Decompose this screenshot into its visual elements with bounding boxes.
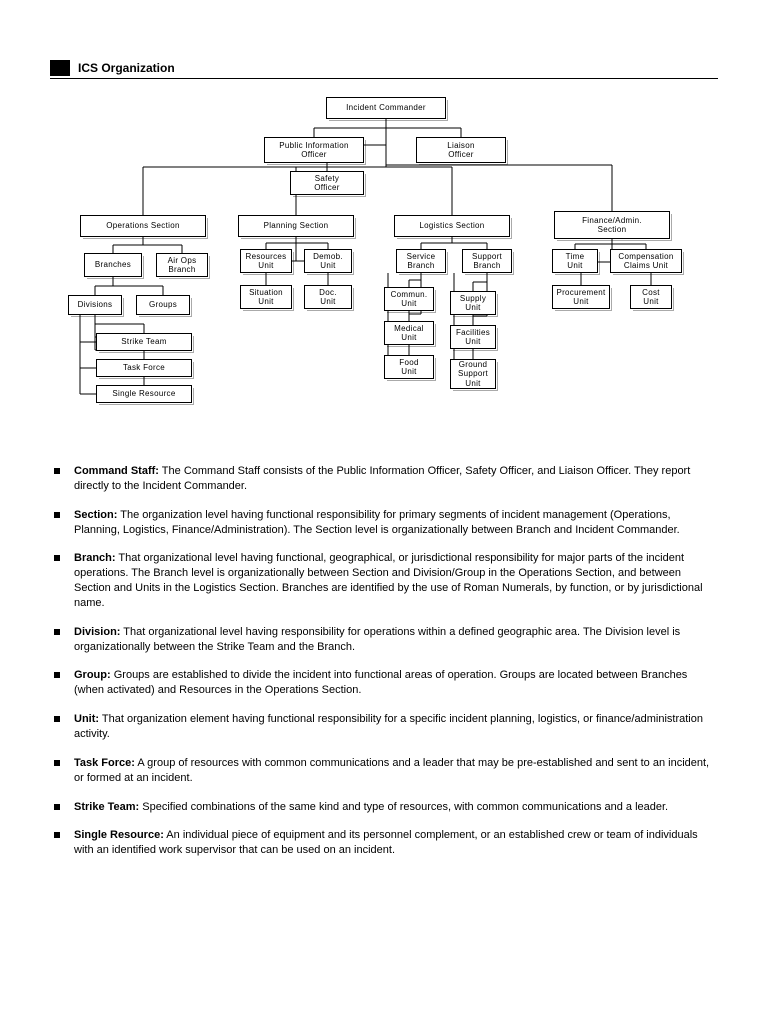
definition-body: Specified combinations of the same kind …: [139, 801, 668, 813]
bullet-icon: [54, 629, 60, 635]
node-svc: Service Branch: [396, 249, 446, 273]
node-proc: Procurement Unit: [552, 285, 610, 309]
definitions-list: Command Staff: The Command Staff consist…: [50, 464, 718, 858]
node-gsu: Ground Support Unit: [450, 359, 496, 389]
node-time: Time Unit: [552, 249, 598, 273]
definition-item: Unit: That organization element having f…: [50, 712, 718, 742]
definition-body: A group of resources with common communi…: [74, 757, 709, 784]
node-pio: Public Information Officer: [264, 137, 364, 163]
node-cost: Cost Unit: [630, 285, 672, 309]
header-block-icon: [50, 60, 70, 76]
definition-text: Single Resource: An individual piece of …: [74, 828, 718, 858]
definition-term: Group:: [74, 669, 111, 681]
definition-body: The organization level having functional…: [74, 509, 680, 536]
node-supply: Supply Unit: [450, 291, 496, 315]
node-single: Single Resource: [96, 385, 192, 403]
node-grp: Groups: [136, 295, 190, 315]
definition-body: That organizational level having functio…: [74, 552, 703, 609]
bullet-icon: [54, 716, 60, 722]
definition-term: Strike Team:: [74, 801, 139, 813]
bullet-icon: [54, 468, 60, 474]
bullet-icon: [54, 512, 60, 518]
node-safety: Safety Officer: [290, 171, 364, 195]
bullet-icon: [54, 760, 60, 766]
definition-item: Task Force: A group of resources with co…: [50, 756, 718, 786]
definition-term: Command Staff:: [74, 465, 159, 477]
definition-text: Command Staff: The Command Staff consist…: [74, 464, 718, 494]
definition-item: Branch: That organizational level having…: [50, 551, 718, 610]
definition-term: Section:: [74, 509, 117, 521]
node-div: Divisions: [68, 295, 122, 315]
definition-text: Strike Team: Specified combinations of t…: [74, 800, 718, 815]
definition-body: An individual piece of equipment and its…: [74, 829, 698, 856]
node-liaison: Liaison Officer: [416, 137, 506, 163]
definition-body: That organization element having functio…: [74, 713, 703, 740]
definition-item: Strike Team: Specified combinations of t…: [50, 800, 718, 815]
node-food: Food Unit: [384, 355, 434, 379]
definition-text: Section: The organization level having f…: [74, 508, 718, 538]
definition-text: Unit: That organization element having f…: [74, 712, 718, 742]
definition-item: Division: That organizational level havi…: [50, 625, 718, 655]
node-fac: Facilities Unit: [450, 325, 496, 349]
node-comp: Compensation Claims Unit: [610, 249, 682, 273]
definition-text: Group: Groups are established to divide …: [74, 668, 718, 698]
bullet-icon: [54, 555, 60, 561]
definition-body: The Command Staff consists of the Public…: [74, 465, 690, 492]
node-ic: Incident Commander: [326, 97, 446, 119]
node-strike: Strike Team: [96, 333, 192, 351]
node-ops: Operations Section: [80, 215, 206, 237]
definition-text: Division: That organizational level havi…: [74, 625, 718, 655]
node-log: Logistics Section: [394, 215, 510, 237]
node-branches: Branches: [84, 253, 142, 277]
node-sit: Situation Unit: [240, 285, 292, 309]
bullet-icon: [54, 672, 60, 678]
definition-term: Unit:: [74, 713, 99, 725]
node-fin: Finance/Admin. Section: [554, 211, 670, 239]
definition-body: That organizational level having respons…: [74, 626, 680, 653]
definition-term: Branch:: [74, 552, 116, 564]
definition-term: Task Force:: [74, 757, 135, 769]
node-comm: Commun. Unit: [384, 287, 434, 311]
bullet-icon: [54, 832, 60, 838]
bullet-icon: [54, 804, 60, 810]
definition-item: Single Resource: An individual piece of …: [50, 828, 718, 858]
definition-item: Section: The organization level having f…: [50, 508, 718, 538]
node-med: Medical Unit: [384, 321, 434, 345]
node-res: Resources Unit: [240, 249, 292, 273]
definition-body: Groups are established to divide the inc…: [74, 669, 687, 696]
definition-term: Division:: [74, 626, 120, 638]
definition-item: Group: Groups are established to divide …: [50, 668, 718, 698]
node-airops: Air Ops Branch: [156, 253, 208, 277]
node-sup: Support Branch: [462, 249, 512, 273]
definition-text: Task Force: A group of resources with co…: [74, 756, 718, 786]
node-doc: Doc. Unit: [304, 285, 352, 309]
node-demob: Demob. Unit: [304, 249, 352, 273]
page-header: ICS Organization: [50, 60, 718, 79]
definition-term: Single Resource:: [74, 829, 164, 841]
definition-item: Command Staff: The Command Staff consist…: [50, 464, 718, 494]
org-chart: Incident Commander Public Information Off…: [64, 97, 704, 442]
node-plan: Planning Section: [238, 215, 354, 237]
page-title: ICS Organization: [78, 61, 175, 75]
node-task: Task Force: [96, 359, 192, 377]
definition-text: Branch: That organizational level having…: [74, 551, 718, 610]
